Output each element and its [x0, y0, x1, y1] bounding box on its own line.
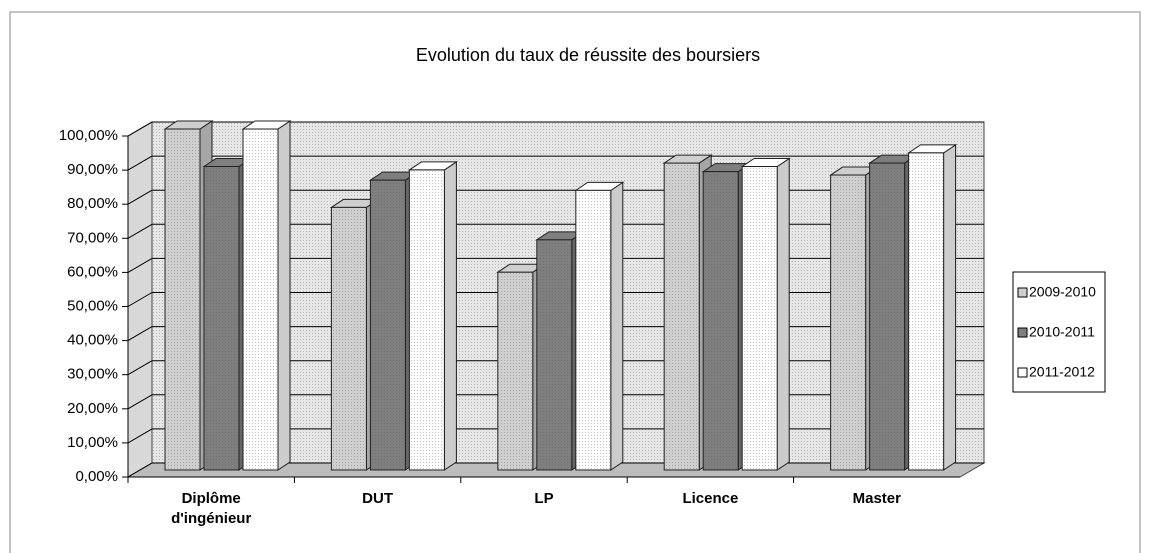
- chart-title: Evolution du taux de réussite des boursi…: [416, 45, 760, 65]
- x-tick-label: Licence: [682, 490, 739, 507]
- bar-texture: [409, 169, 445, 471]
- grid-line-side: [127, 394, 153, 410]
- grid-line-side: [127, 326, 153, 342]
- y-tick-label: 30,00%: [67, 366, 118, 383]
- bar-side: [776, 157, 790, 471]
- grid-line-side: [127, 292, 153, 307]
- y-tick-label: 80,00%: [67, 195, 118, 212]
- y-tick-label: 60,00%: [67, 263, 118, 280]
- bar-texture: [575, 190, 611, 470]
- x-tick-label: LP: [534, 490, 554, 507]
- y-tick-label: 90,00%: [67, 161, 118, 178]
- bar-texture: [497, 272, 533, 470]
- grid-line-side: [127, 257, 153, 273]
- bar-texture: [370, 180, 406, 470]
- legend-swatch: [1017, 367, 1028, 378]
- bar-texture: [908, 152, 944, 470]
- grid-line-side: [127, 462, 153, 478]
- grid-line-side: [127, 155, 153, 171]
- x-tick-label: Diplôme d'ingénieur: [171, 490, 252, 527]
- bar-texture: [536, 239, 572, 470]
- grid-line-side: [127, 189, 153, 205]
- bar-texture: [830, 175, 866, 470]
- bar-side: [610, 181, 624, 471]
- x-tick-label: Master: [852, 490, 901, 507]
- legend-label: 2010-2011: [1029, 324, 1095, 340]
- legend-box: [1012, 271, 1106, 393]
- x-tick-label: DUT: [362, 490, 393, 507]
- legend-swatch: [1017, 327, 1028, 338]
- y-tick-label: 50,00%: [67, 297, 118, 314]
- bar-texture: [243, 129, 278, 470]
- y-tick-label: 20,00%: [67, 400, 118, 417]
- grid-line-side: [127, 121, 153, 137]
- y-tick-label: 0,00%: [75, 468, 118, 485]
- legend-swatch: [1017, 287, 1028, 298]
- y-tick-label: 70,00%: [67, 229, 118, 246]
- y-tick-label: 100,00%: [59, 127, 118, 144]
- bar-texture: [204, 166, 239, 470]
- bar-texture: [742, 166, 778, 470]
- y-tick-label: 10,00%: [67, 434, 118, 451]
- y-tick-label: 40,00%: [67, 332, 118, 349]
- bar-texture: [331, 207, 367, 470]
- legend-label: 2011-2012: [1029, 364, 1095, 380]
- bar-side: [277, 120, 291, 471]
- grid-line-side: [127, 223, 153, 239]
- grid-line-side: [127, 360, 153, 376]
- legend-label: 2009-2010: [1029, 284, 1096, 300]
- bar-texture: [664, 163, 700, 470]
- bar-texture: [703, 171, 739, 470]
- grid-line-side: [127, 428, 153, 444]
- bar-side: [443, 160, 457, 471]
- bar-side: [943, 143, 957, 471]
- bar-texture: [165, 129, 200, 470]
- bar-texture: [869, 163, 905, 470]
